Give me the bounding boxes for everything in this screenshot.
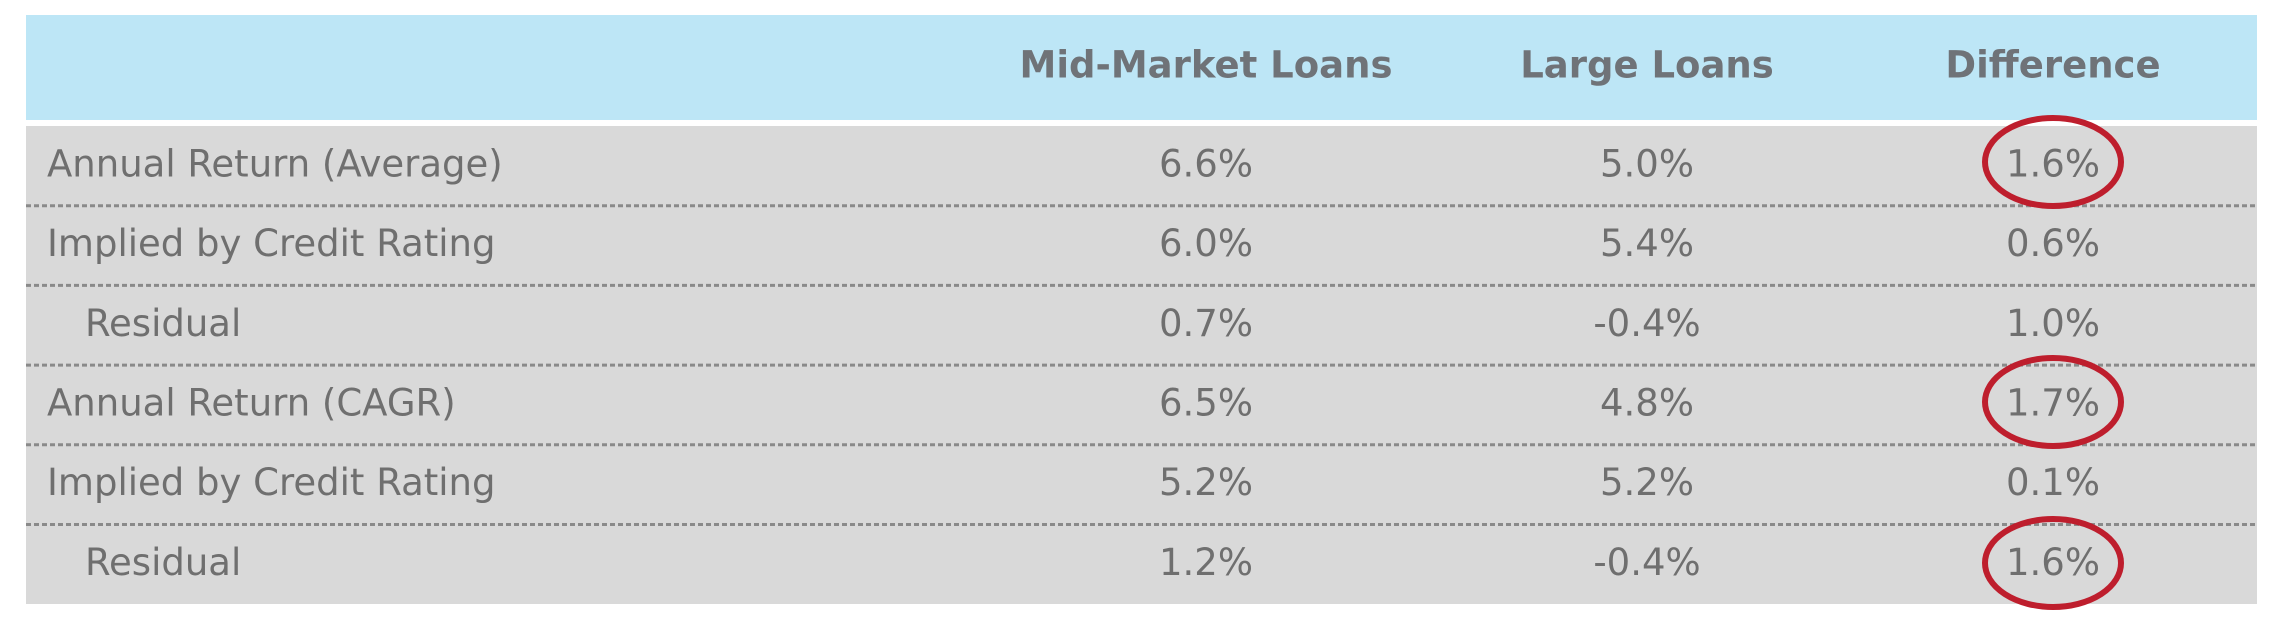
cell-value: 5.2%	[1159, 461, 1253, 504]
highlight-circle	[1982, 355, 2124, 449]
cell-value: -0.4%	[1593, 541, 1700, 584]
cell-value: 1.6%	[2006, 541, 2100, 584]
cell-value: 5.0%	[1600, 142, 1694, 185]
row-label: Residual	[85, 541, 241, 584]
cell-value: 5.2%	[1600, 461, 1694, 504]
cell-value: 4.8%	[1600, 381, 1694, 424]
cell-value: 0.1%	[2006, 461, 2100, 504]
cell-value: 6.5%	[1159, 381, 1253, 424]
cell-value: 0.7%	[1159, 302, 1253, 345]
cell-value: 1.6%	[2006, 142, 2100, 185]
cell-value: 6.0%	[1159, 222, 1253, 265]
row-label: Implied by Credit Rating	[47, 461, 495, 504]
header-band	[26, 15, 2257, 120]
row-label: Residual	[85, 302, 241, 345]
cell-value: 1.2%	[1159, 541, 1253, 584]
highlight-circles	[1982, 115, 2124, 610]
cell-value: -0.4%	[1593, 302, 1700, 345]
column-header: Difference	[1945, 44, 2160, 87]
cell-value: 1.7%	[2006, 381, 2100, 424]
column-header: Mid-Market Loans	[1020, 44, 1393, 87]
highlight-circle	[1982, 516, 2124, 610]
row-label: Annual Return (CAGR)	[47, 381, 456, 424]
column-header: Large Loans	[1520, 44, 1774, 87]
row-label: Annual Return (Average)	[47, 142, 503, 185]
cell-value: 0.6%	[2006, 222, 2100, 265]
cell-value: 6.6%	[1159, 142, 1253, 185]
row-label: Implied by Credit Rating	[47, 222, 495, 265]
cell-value: 5.4%	[1600, 222, 1694, 265]
cell-value: 1.0%	[2006, 302, 2100, 345]
highlight-circle	[1982, 115, 2124, 209]
